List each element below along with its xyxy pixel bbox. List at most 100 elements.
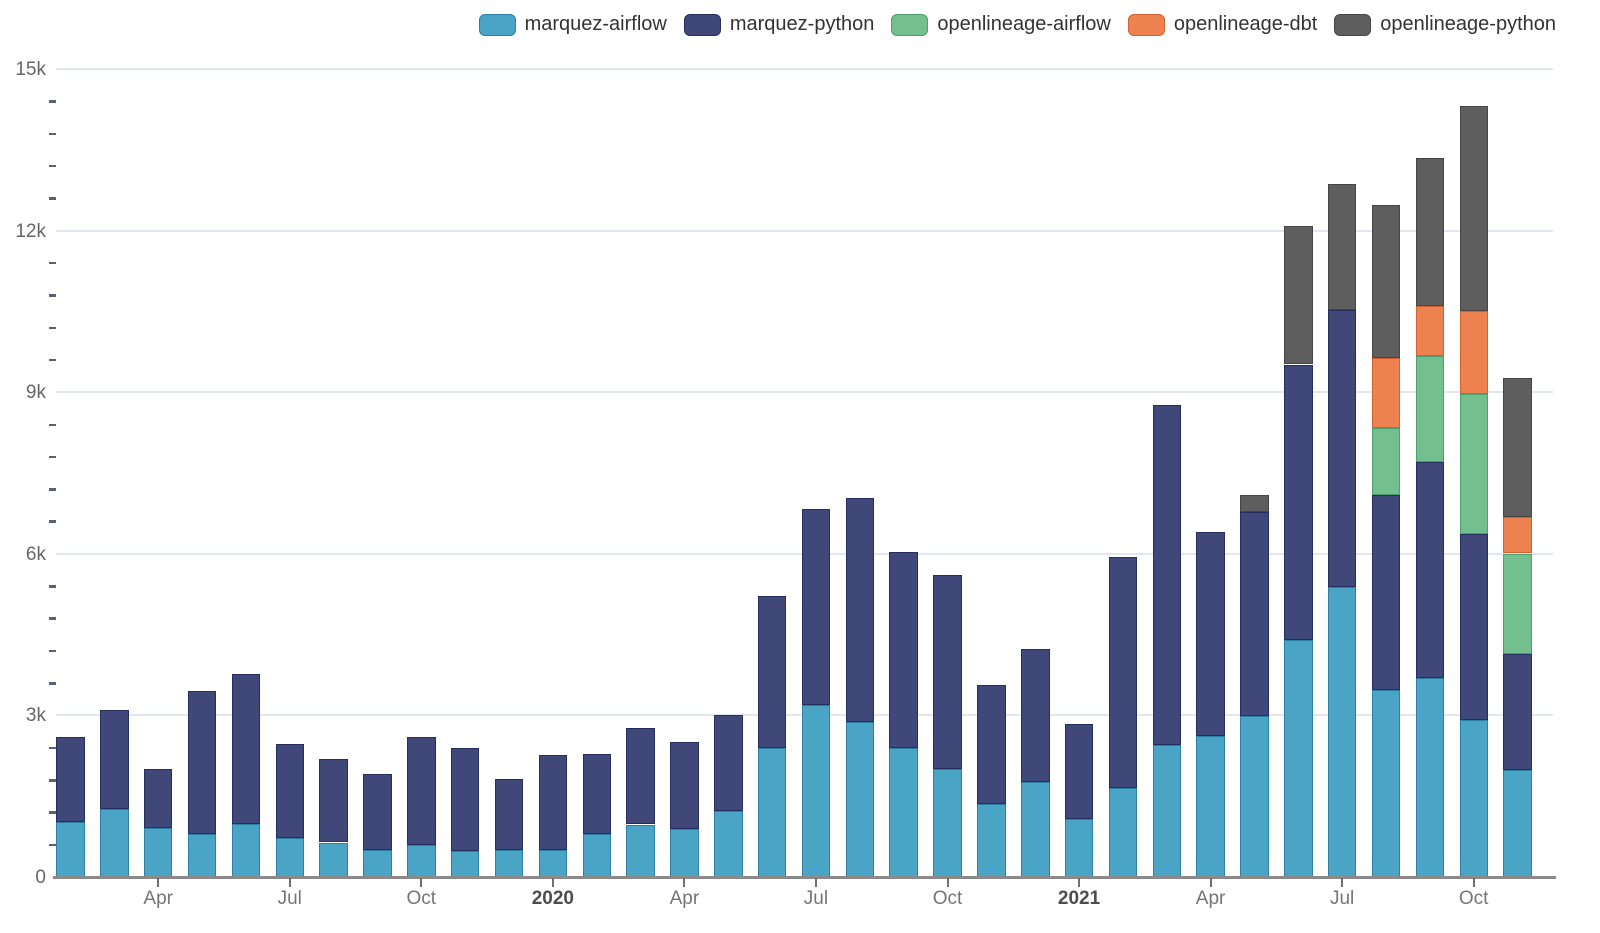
- bar-segment-marquez-airflow[interactable]: [1108, 788, 1138, 877]
- bar-segment-marquez-python[interactable]: [100, 710, 129, 809]
- bar-segment-openlineage-python[interactable]: [1459, 105, 1488, 312]
- bar-segment-marquez-python[interactable]: [319, 759, 348, 843]
- bar-segment-marquez-python[interactable]: [1459, 533, 1488, 720]
- bar-segment-marquez-python[interactable]: [275, 743, 304, 839]
- bar-segment-marquez-python[interactable]: [1284, 364, 1313, 640]
- bar-segment-marquez-airflow[interactable]: [275, 838, 304, 877]
- bar-segment-marquez-python[interactable]: [1021, 648, 1050, 782]
- bar-segment-marquez-python[interactable]: [670, 741, 699, 829]
- y-minor-tick: [49, 358, 56, 362]
- legend-item-marquez-python[interactable]: marquez-python: [683, 13, 874, 36]
- bar-segment-marquez-python[interactable]: [187, 691, 217, 835]
- bar-segment-marquez-airflow[interactable]: [1503, 770, 1532, 877]
- bar-segment-marquez-python[interactable]: [845, 497, 875, 723]
- bar-segment-marquez-python[interactable]: [494, 779, 524, 850]
- y-axis-label: 9k: [25, 382, 46, 404]
- bar-segment-marquez-airflow[interactable]: [933, 768, 962, 877]
- bar-segment-openlineage-airflow[interactable]: [1503, 553, 1532, 655]
- legend-item-openlineage-python[interactable]: openlineage-python: [1334, 13, 1556, 36]
- legend-swatch-icon: [683, 13, 721, 36]
- bar-segment-marquez-airflow[interactable]: [670, 828, 699, 877]
- bar-segment-marquez-python[interactable]: [933, 575, 962, 769]
- y-axis-label: 6k: [25, 543, 46, 565]
- y-axis-label: 12k: [15, 220, 46, 242]
- bar-segment-marquez-airflow[interactable]: [1415, 678, 1445, 877]
- bar-segment-marquez-python[interactable]: [757, 596, 787, 749]
- bar-segment-marquez-python[interactable]: [538, 755, 568, 850]
- bar-segment-openlineage-python[interactable]: [1415, 157, 1445, 306]
- bar-segment-marquez-python[interactable]: [450, 748, 480, 852]
- bar-segment-marquez-python[interactable]: [801, 508, 831, 706]
- y-axis-label: 3k: [25, 705, 46, 727]
- bar-segment-marquez-python[interactable]: [231, 673, 261, 825]
- bar-segment-marquez-python[interactable]: [1196, 531, 1225, 737]
- bar-segment-marquez-airflow[interactable]: [1459, 720, 1488, 877]
- bar-segment-marquez-airflow[interactable]: [714, 811, 743, 877]
- bar-segment-marquez-airflow[interactable]: [538, 849, 568, 877]
- bar-segment-marquez-python[interactable]: [1371, 495, 1401, 691]
- bar-segment-marquez-python[interactable]: [1152, 405, 1181, 746]
- bar-segment-marquez-airflow[interactable]: [100, 808, 129, 877]
- x-axis-label: Jul: [277, 888, 302, 909]
- bar-segment-openlineage-airflow[interactable]: [1459, 394, 1488, 534]
- bar-segment-marquez-airflow[interactable]: [845, 722, 875, 877]
- bar-segment-marquez-airflow[interactable]: [1371, 690, 1401, 877]
- legend-swatch-icon: [478, 13, 516, 36]
- legend-item-openlineage-airflow[interactable]: openlineage-airflow: [891, 13, 1111, 36]
- bar-segment-openlineage-python[interactable]: [1327, 184, 1357, 311]
- bar-segment-marquez-python[interactable]: [1240, 511, 1269, 716]
- bar-segment-marquez-airflow[interactable]: [1284, 639, 1313, 877]
- bar-segment-openlineage-dbt[interactable]: [1415, 305, 1445, 357]
- bar-segment-marquez-python[interactable]: [56, 737, 85, 823]
- bar-segment-marquez-airflow[interactable]: [450, 851, 480, 877]
- bar-segment-marquez-airflow[interactable]: [582, 833, 611, 877]
- bar-segment-marquez-python[interactable]: [626, 728, 655, 825]
- bar-segment-marquez-airflow[interactable]: [1021, 781, 1050, 877]
- bar-segment-marquez-python[interactable]: [1064, 723, 1094, 820]
- bar-segment-marquez-airflow[interactable]: [801, 705, 831, 877]
- bar-segment-marquez-python[interactable]: [1108, 557, 1138, 789]
- bar-segment-marquez-airflow[interactable]: [56, 822, 85, 877]
- bar-segment-marquez-airflow[interactable]: [363, 849, 392, 877]
- y-minor-tick: [49, 164, 56, 168]
- y-gridline: [56, 68, 1553, 70]
- bar-segment-marquez-airflow[interactable]: [187, 834, 217, 877]
- bar-segment-marquez-airflow[interactable]: [231, 824, 261, 877]
- bar-segment-marquez-python[interactable]: [582, 753, 611, 834]
- bar-segment-marquez-python[interactable]: [1415, 462, 1445, 679]
- bar-segment-marquez-airflow[interactable]: [1327, 586, 1357, 877]
- bar-segment-openlineage-python[interactable]: [1503, 378, 1532, 517]
- bar-segment-marquez-python[interactable]: [143, 768, 173, 829]
- legend-item-marquez-airflow[interactable]: marquez-airflow: [478, 13, 667, 36]
- bar-segment-marquez-airflow[interactable]: [1196, 736, 1225, 877]
- bar-segment-marquez-airflow[interactable]: [757, 748, 787, 877]
- bar-segment-marquez-python[interactable]: [1327, 310, 1357, 587]
- bar-segment-marquez-python[interactable]: [1503, 654, 1532, 771]
- bar-segment-marquez-python[interactable]: [407, 736, 436, 846]
- bar-segment-openlineage-airflow[interactable]: [1371, 427, 1401, 496]
- bar-segment-marquez-airflow[interactable]: [143, 828, 173, 877]
- bar-segment-marquez-python[interactable]: [714, 715, 743, 811]
- bar-segment-openlineage-dbt[interactable]: [1459, 311, 1488, 395]
- bar-segment-marquez-airflow[interactable]: [977, 804, 1006, 877]
- bar-segment-marquez-python[interactable]: [977, 685, 1006, 805]
- bar-segment-marquez-airflow[interactable]: [889, 748, 918, 877]
- bar-segment-marquez-airflow[interactable]: [1152, 745, 1181, 877]
- bar-segment-marquez-airflow[interactable]: [407, 845, 436, 877]
- bar-segment-openlineage-python[interactable]: [1371, 204, 1401, 358]
- bar-segment-openlineage-dbt[interactable]: [1503, 516, 1532, 554]
- bar-segment-marquez-airflow[interactable]: [626, 824, 655, 877]
- bar-segment-marquez-airflow[interactable]: [1064, 819, 1094, 877]
- bar-segment-openlineage-python[interactable]: [1284, 226, 1313, 365]
- bar-segment-marquez-airflow[interactable]: [1240, 715, 1269, 877]
- y-minor-tick: [49, 779, 56, 782]
- bar-segment-openlineage-python[interactable]: [1240, 494, 1269, 512]
- bar-segment-openlineage-dbt[interactable]: [1371, 357, 1401, 428]
- bar-segment-marquez-python[interactable]: [363, 773, 392, 850]
- x-axis-label: 2021: [1057, 888, 1101, 909]
- bar-segment-marquez-airflow[interactable]: [494, 849, 524, 877]
- bar-segment-marquez-python[interactable]: [889, 551, 918, 748]
- bar-segment-marquez-airflow[interactable]: [319, 842, 348, 877]
- bar-segment-openlineage-airflow[interactable]: [1415, 356, 1445, 462]
- legend-item-openlineage-dbt[interactable]: openlineage-dbt: [1127, 13, 1317, 36]
